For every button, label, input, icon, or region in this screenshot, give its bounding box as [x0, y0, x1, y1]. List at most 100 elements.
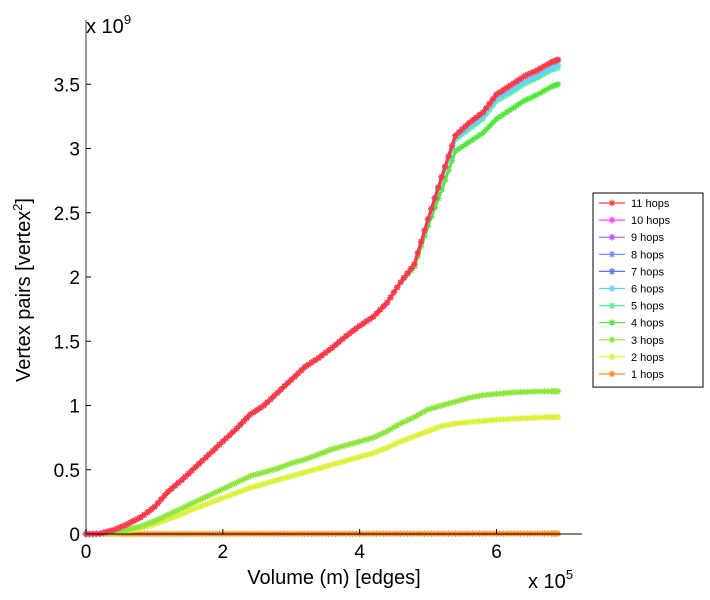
- data-point: [520, 415, 528, 422]
- data-point: [553, 57, 560, 64]
- y-tick-label: 1: [69, 397, 80, 418]
- data-point: [452, 420, 459, 427]
- y-axis-label-sup: 2: [10, 204, 25, 211]
- data-point: [506, 87, 514, 94]
- data-point: [246, 484, 254, 491]
- data-point: [486, 100, 493, 107]
- data-point: [554, 56, 562, 64]
- series-line: [85, 63, 559, 536]
- data-point: [380, 429, 387, 437]
- data-point: [332, 341, 339, 348]
- data-point: [455, 419, 463, 427]
- data-point: [549, 58, 557, 65]
- data-point: [250, 483, 257, 490]
- data-point: [524, 76, 531, 84]
- data-point: [311, 452, 319, 459]
- data-point: [383, 299, 391, 306]
- data-point: [151, 521, 158, 528]
- data-point: [544, 414, 551, 421]
- y-axis-label: Vertex pairs [vertex2]: [10, 198, 35, 382]
- data-point: [483, 104, 490, 112]
- data-point: [373, 310, 380, 317]
- data-point: [363, 436, 370, 443]
- data-point: [441, 176, 449, 184]
- data-point: [465, 123, 473, 130]
- legend-swatch-marker: [608, 353, 616, 361]
- data-point: [493, 115, 500, 123]
- data-point: [544, 388, 551, 395]
- data-point: [554, 81, 562, 88]
- data-point: [503, 415, 510, 423]
- data-point: [342, 332, 350, 340]
- data-point: [493, 95, 500, 102]
- data-point: [551, 82, 558, 89]
- data-point: [537, 388, 545, 395]
- data-point: [520, 78, 528, 85]
- data-point: [168, 509, 175, 517]
- data-point: [137, 523, 144, 530]
- legend-label: 11 hops: [631, 198, 670, 210]
- data-point: [366, 435, 374, 442]
- data-point: [154, 516, 162, 523]
- data-point: [527, 414, 534, 422]
- data-point: [274, 389, 281, 396]
- data-point: [383, 444, 391, 452]
- data-point: [517, 80, 524, 88]
- data-point: [489, 416, 497, 424]
- data-point: [359, 320, 367, 327]
- data-point: [459, 129, 466, 136]
- data-point: [223, 435, 230, 442]
- data-point: [486, 417, 493, 424]
- data-point: [476, 115, 483, 123]
- data-point: [209, 447, 216, 455]
- data-point: [469, 418, 476, 426]
- data-point: [452, 398, 459, 405]
- data-point: [175, 479, 182, 487]
- legend-swatch-marker: [608, 216, 616, 224]
- data-point: [154, 499, 162, 507]
- data-point: [182, 473, 189, 481]
- data-point: [195, 460, 203, 468]
- data-point: [530, 68, 538, 75]
- data-point: [161, 492, 168, 499]
- data-point: [134, 515, 141, 523]
- data-point: [250, 409, 257, 416]
- legend-box: [592, 192, 704, 388]
- data-point: [373, 448, 380, 455]
- legend-label: 9 hops: [631, 232, 665, 244]
- data-point: [298, 457, 305, 464]
- data-point: [479, 113, 486, 120]
- data-point: [308, 359, 315, 366]
- data-point: [158, 514, 165, 522]
- data-point: [479, 109, 486, 116]
- x-tick-label: 0: [81, 542, 92, 563]
- data-point: [151, 517, 158, 525]
- data-point: [496, 113, 504, 120]
- data-point: [465, 119, 473, 126]
- legend-swatch-marker: [608, 285, 616, 292]
- data-point: [517, 415, 524, 422]
- data-point: [363, 451, 370, 459]
- data-point: [233, 425, 240, 432]
- data-point: [510, 104, 517, 111]
- data-point: [441, 422, 449, 429]
- data-point: [349, 327, 357, 335]
- data-point: [404, 269, 411, 277]
- data-point: [332, 445, 339, 452]
- data-point: [205, 499, 213, 507]
- data-point: [270, 466, 278, 473]
- data-point: [318, 449, 326, 457]
- data-point: [202, 501, 209, 508]
- data-point: [288, 376, 295, 383]
- data-point: [264, 399, 271, 406]
- data-point: [315, 451, 322, 458]
- data-point: [503, 84, 510, 91]
- legend-label: 10 hops: [631, 215, 671, 227]
- data-point: [137, 514, 144, 521]
- data-point: [400, 418, 408, 426]
- data-point: [260, 402, 268, 409]
- data-point: [407, 415, 415, 422]
- data-point: [229, 428, 237, 436]
- data-point: [421, 227, 428, 234]
